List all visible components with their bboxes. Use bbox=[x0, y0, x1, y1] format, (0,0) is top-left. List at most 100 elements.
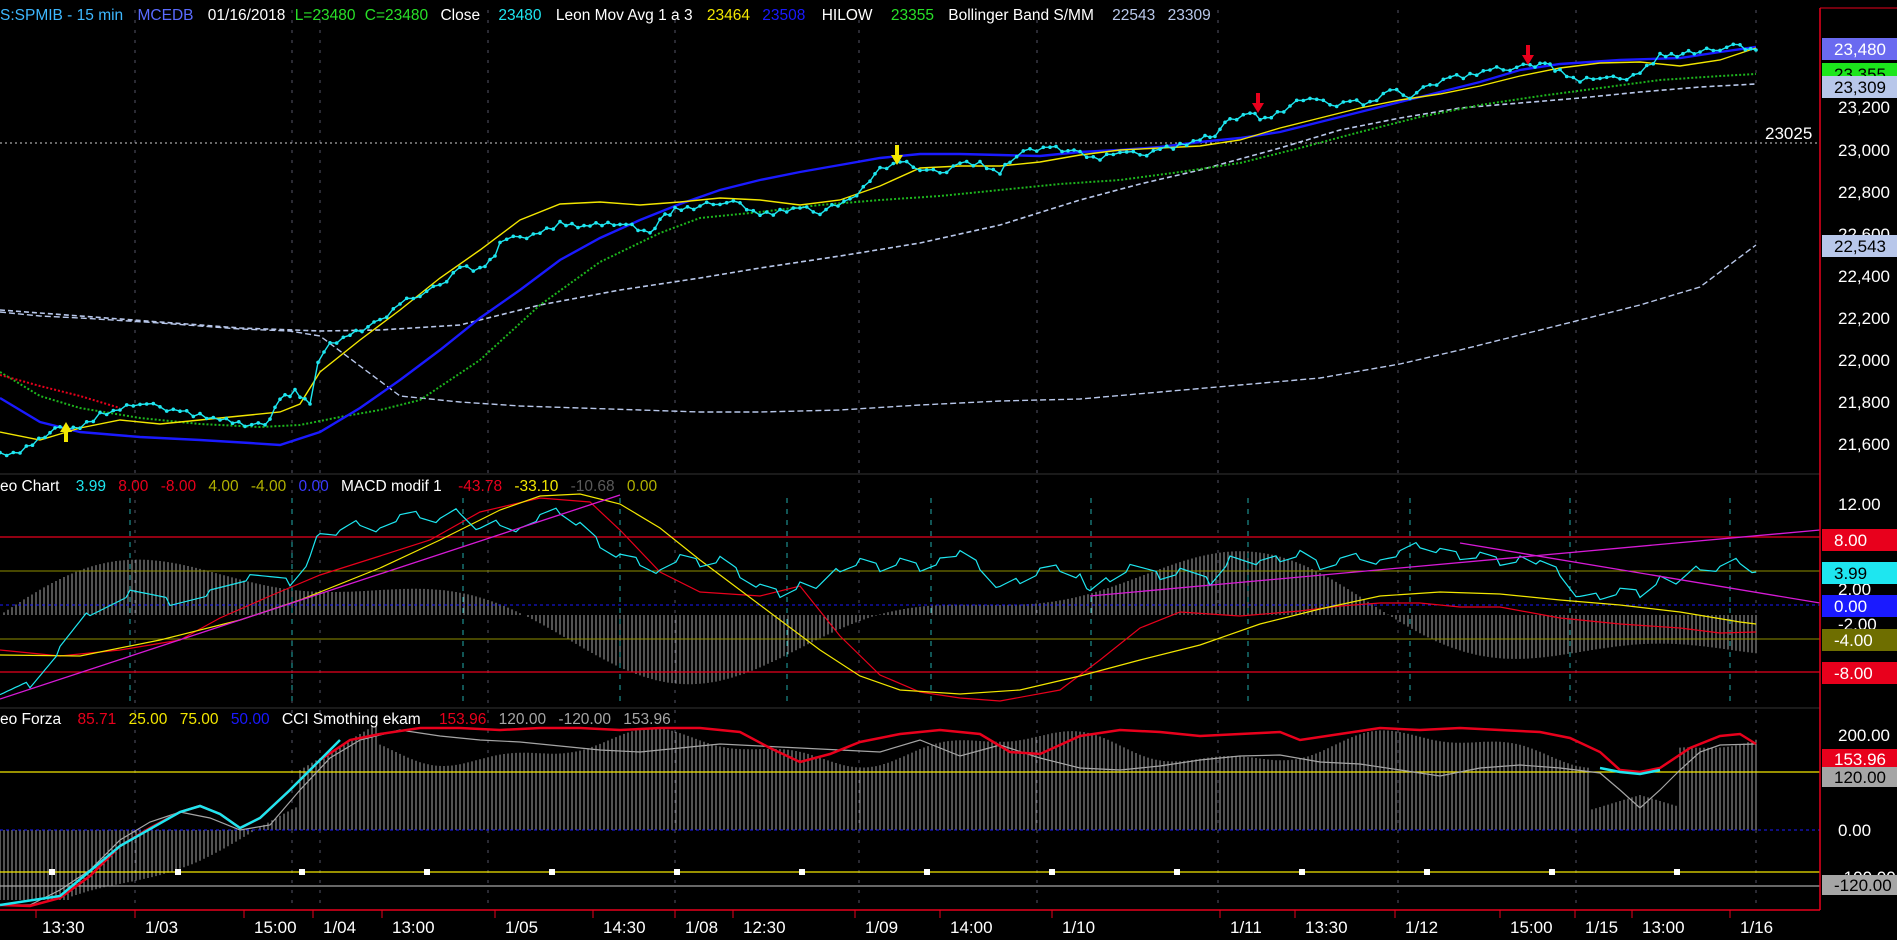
close-price-dot bbox=[791, 206, 796, 210]
cci-value-1: 153.96 bbox=[439, 711, 486, 728]
forza-marker bbox=[299, 869, 305, 875]
right-axis[interactable]: 23,20023,00022,80022,60022,40022,20022,0… bbox=[1822, 38, 1897, 895]
time-axis-label: 1/12 bbox=[1405, 918, 1438, 937]
close-price-dot bbox=[256, 421, 261, 425]
leon-mov-avg-value-1: 23464 bbox=[707, 7, 750, 24]
eo-forza-level-50: 50.00 bbox=[231, 711, 270, 728]
close-price-dot bbox=[1461, 76, 1466, 81]
oscillator-panel bbox=[0, 493, 1821, 705]
symbol-label[interactable]: S:SPMIB - 15 min bbox=[0, 7, 123, 24]
close-price-dot bbox=[551, 227, 556, 231]
close-price-dot bbox=[1198, 138, 1202, 142]
price-tag-label: 22,543 bbox=[1834, 237, 1886, 256]
bollinger-band-upper bbox=[0, 83, 1757, 332]
close-price-dot bbox=[1111, 152, 1116, 157]
close-price-dot bbox=[1571, 75, 1576, 80]
close-price-dot bbox=[1014, 154, 1019, 159]
close-price-dot bbox=[322, 350, 326, 354]
close-price-dot bbox=[1321, 98, 1326, 103]
close-price-dot bbox=[138, 402, 142, 407]
eo-chart-name: eo Chart bbox=[0, 478, 60, 495]
close-price-dot bbox=[854, 193, 859, 198]
forza-markers bbox=[49, 869, 1680, 875]
close-price-dot bbox=[1308, 96, 1312, 101]
sell-arrow-icon bbox=[1522, 45, 1534, 65]
forza-marker bbox=[1174, 869, 1180, 875]
close-price-dot bbox=[104, 412, 109, 417]
close-price-dot bbox=[1638, 71, 1642, 75]
eo-level-0: 0.00 bbox=[299, 478, 330, 495]
close-price-dot bbox=[518, 235, 522, 239]
close-price-dot bbox=[1328, 103, 1332, 107]
osc-tick-label: 12.00 bbox=[1838, 495, 1881, 514]
osc-tag-label: -4.00 bbox=[1834, 631, 1873, 650]
forza-marker bbox=[924, 869, 930, 875]
trendline[interactable] bbox=[0, 494, 621, 700]
eo-level-minus8: -8.00 bbox=[161, 478, 197, 495]
close-price-dot bbox=[1584, 75, 1589, 80]
forza-marker bbox=[1299, 869, 1305, 875]
close-price-dot bbox=[488, 257, 492, 262]
close-price-dot bbox=[398, 302, 402, 306]
close-price-dot bbox=[1348, 99, 1352, 103]
close-price-dot bbox=[1164, 144, 1169, 148]
close-price-dot bbox=[630, 222, 634, 227]
close-price-dot bbox=[718, 202, 722, 207]
forza-tag-bg bbox=[1822, 875, 1897, 895]
close-price-dot bbox=[48, 430, 52, 435]
close-price-dot bbox=[778, 207, 782, 212]
forza-tag-label: 120.00 bbox=[1834, 768, 1886, 787]
close-price-dot bbox=[704, 200, 709, 205]
eo-level-8: 8.00 bbox=[118, 478, 149, 495]
close-price-dot bbox=[653, 226, 657, 231]
close-price-dot bbox=[418, 294, 422, 299]
close-price-dot bbox=[218, 418, 222, 422]
close-price-dot bbox=[1381, 91, 1386, 96]
close-price-dot bbox=[1441, 77, 1446, 82]
close-price-dot bbox=[1521, 62, 1526, 67]
close-price-dot bbox=[360, 329, 364, 334]
close-price-dot bbox=[1414, 90, 1419, 95]
close-price-dot bbox=[4, 453, 9, 458]
close-price-dot bbox=[1048, 145, 1052, 149]
close-price-dot bbox=[658, 217, 662, 221]
close-price-dot bbox=[91, 419, 96, 424]
close-price-dot bbox=[1178, 141, 1182, 146]
close-price-dot bbox=[53, 426, 57, 430]
eo-level-minus4: -4.00 bbox=[251, 478, 287, 495]
close-price-dot bbox=[531, 232, 536, 236]
close-price-dot bbox=[606, 220, 610, 225]
close-price-dot bbox=[861, 184, 866, 189]
time-axis[interactable]: 13:30 1/03 15:00 1/04 13:00 1/05 14:30 1/08 12:3… bbox=[35, 910, 1773, 937]
trendline[interactable] bbox=[1089, 529, 1821, 597]
time-axis-label: 13:00 bbox=[1642, 918, 1685, 937]
time-axis-label: 13:30 bbox=[42, 918, 85, 937]
close-price-dot bbox=[263, 423, 267, 427]
close-price-dot bbox=[11, 450, 16, 455]
close-price-dot bbox=[1488, 68, 1492, 72]
close-price-dot bbox=[698, 204, 702, 208]
cci-histogram bbox=[0, 724, 1757, 900]
time-axis-label: 13:30 bbox=[1305, 918, 1348, 937]
close-price-dot bbox=[1631, 72, 1636, 77]
price-tick-label: 21,800 bbox=[1838, 393, 1890, 412]
close-price-dot bbox=[1041, 145, 1046, 150]
close-price-dot bbox=[471, 269, 476, 273]
close-price-dot bbox=[1434, 83, 1439, 87]
close-price-dot bbox=[1754, 48, 1758, 52]
close-price-dot bbox=[964, 159, 969, 164]
close-price-dot bbox=[1258, 117, 1262, 122]
price-tick-label: 22,200 bbox=[1838, 309, 1890, 328]
eo-chart-line[interactable] bbox=[0, 507, 1757, 696]
close-price-dot bbox=[118, 408, 122, 412]
close-price-dot bbox=[1263, 115, 1267, 120]
trendline[interactable] bbox=[1459, 542, 1821, 604]
close-price-dot bbox=[1301, 98, 1306, 103]
bollinger-value-1: 22543 bbox=[1112, 7, 1155, 24]
close-price-dot bbox=[78, 426, 82, 431]
cci-smoothing-line bbox=[0, 729, 1757, 906]
source-label: MCEDB bbox=[138, 7, 194, 24]
forza-tag-label: 153.96 bbox=[1834, 750, 1886, 769]
forza-marker bbox=[1424, 869, 1430, 875]
